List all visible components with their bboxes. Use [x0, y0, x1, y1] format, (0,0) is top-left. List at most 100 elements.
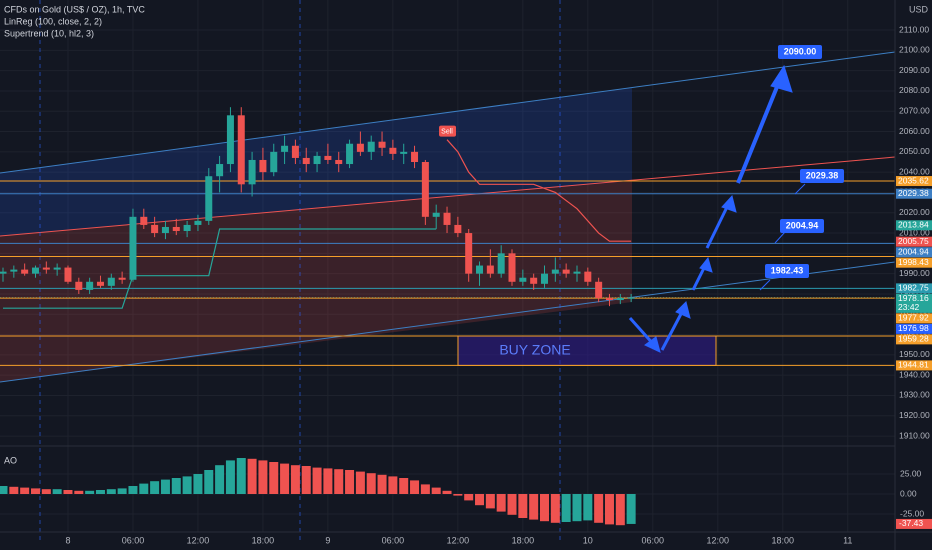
candle-body — [356, 143, 364, 152]
ao-bar — [377, 474, 387, 494]
arrow-head — [675, 301, 691, 319]
candle-body — [0, 271, 7, 274]
ao-bar — [247, 458, 257, 494]
candle-body — [541, 273, 548, 284]
ao-bar — [150, 481, 160, 494]
ao-bar — [204, 470, 214, 494]
ao-bar — [128, 486, 138, 494]
ao-bar — [74, 490, 84, 494]
ao-bar — [334, 469, 344, 494]
indicator-label: Supertrend (10, hl2, 3) — [4, 28, 94, 38]
ao-bar — [529, 494, 539, 520]
arrow-head — [721, 194, 737, 213]
ao-bar — [561, 494, 571, 522]
candle-body — [86, 281, 94, 290]
ao-bar — [594, 494, 604, 523]
channel-upper — [0, 51, 896, 174]
candle-body — [573, 271, 581, 274]
y-tick-label: 1920.00 — [899, 410, 930, 420]
ao-bar — [464, 494, 474, 501]
price-label: 2005.75 — [898, 236, 929, 246]
x-tick-label: 8 — [65, 535, 70, 545]
price-label: 2013.84 — [898, 220, 929, 230]
candle-body — [205, 176, 213, 221]
candle-body — [291, 145, 299, 158]
candle-body — [172, 226, 180, 232]
candle-body — [400, 151, 408, 154]
price-label: 2029.38 — [898, 188, 929, 198]
price-label: -37.43 — [899, 518, 923, 528]
candle-body — [367, 141, 375, 152]
candle-body — [346, 143, 354, 165]
price-label-bg — [896, 176, 932, 187]
ao-bar — [410, 480, 420, 494]
countdown: 23:42 — [898, 302, 920, 312]
candle-body — [151, 224, 159, 234]
signal-tag: Sell — [441, 129, 453, 136]
channel-middle — [0, 156, 896, 237]
annotations: 2090.00 2029.38 2004.94 1982.43 — [765, 45, 844, 278]
ao-bar — [550, 494, 560, 523]
ao-bar — [9, 486, 19, 494]
ao-bar — [496, 494, 506, 512]
candle-body — [562, 269, 570, 274]
price-label-bg — [896, 313, 932, 324]
ao-bar — [301, 466, 311, 494]
arrow — [736, 81, 781, 184]
candle-body — [270, 151, 278, 173]
y-tick-label: 25.00 — [900, 468, 922, 478]
ao-bar — [572, 494, 582, 522]
candle-body — [118, 277, 126, 280]
ao-bar — [615, 494, 625, 526]
candle-body — [183, 224, 191, 232]
price-label: 1977.92 — [898, 313, 929, 323]
ao-bar — [95, 490, 105, 494]
arrow — [660, 311, 684, 351]
ao-bar — [160, 479, 170, 494]
candle-body — [161, 226, 169, 234]
ao-bar — [431, 487, 441, 494]
candle-body — [75, 281, 83, 290]
candle-body — [476, 265, 484, 274]
price-label-bg — [896, 334, 932, 345]
candle-body — [519, 277, 527, 282]
y-tick-label: 2070.00 — [899, 106, 930, 116]
ao-bar — [626, 494, 636, 524]
x-tick-label: 06:00 — [642, 535, 665, 545]
candle-body — [497, 253, 505, 274]
channel-lower — [0, 261, 896, 383]
price-label: 1998.43 — [898, 257, 929, 267]
price-label-bg — [896, 220, 932, 231]
callout-label: 2004.94 — [786, 220, 819, 230]
candle-body — [584, 271, 592, 282]
candle-body — [31, 267, 39, 274]
ao-bar — [355, 471, 365, 494]
callout-label: 1982.43 — [771, 265, 804, 275]
arrow — [691, 265, 707, 291]
ao-bar — [225, 460, 235, 494]
ao-bar — [258, 460, 268, 494]
callout-label: 2090.00 — [784, 46, 817, 56]
x-tick-label: 18:00 — [771, 535, 794, 545]
arrows — [628, 64, 806, 353]
x-tick-label: 11 — [843, 535, 852, 545]
chart-title: CFDs on Gold (US$ / OZ), 1h, TVC — [4, 4, 145, 14]
y-tick-label: 1950.00 — [899, 349, 930, 359]
price-label: 1978.16 — [898, 293, 929, 303]
ao-bar — [193, 474, 203, 494]
arrow-head — [644, 336, 661, 353]
price-label: 1976.98 — [898, 323, 929, 333]
ao-bar — [583, 494, 593, 521]
ao-bar — [485, 494, 495, 509]
candle-body — [248, 159, 256, 185]
y-tick-label: 2010.00 — [899, 227, 930, 237]
candle-body — [140, 216, 148, 225]
candle-body — [389, 147, 397, 154]
ao-bar — [20, 487, 30, 494]
supertrend-line — [446, 139, 632, 242]
y-tick-label: 2100.00 — [899, 45, 930, 55]
y-tick-label: 2090.00 — [899, 65, 930, 75]
price-label-bg — [896, 518, 932, 529]
candle-body — [595, 281, 603, 299]
